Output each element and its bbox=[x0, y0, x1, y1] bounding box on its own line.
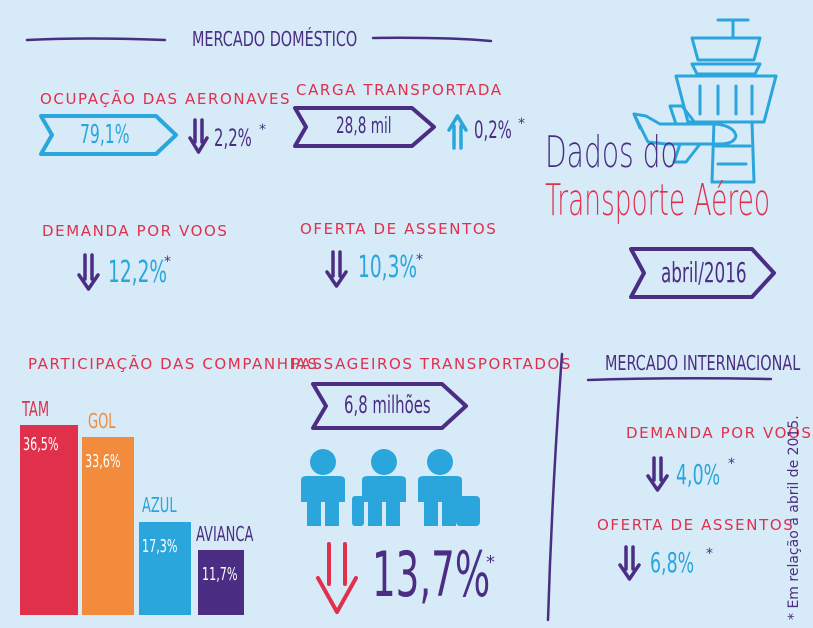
cargo-label: CARGA TRANSPORTADA bbox=[296, 81, 503, 99]
bar-name-tam: TAM bbox=[22, 397, 50, 421]
demand-label: DEMANDA POR VOOS bbox=[42, 222, 229, 240]
intl-demand-label: DEMANDA POR VOOS bbox=[626, 424, 813, 442]
bar-gol bbox=[82, 437, 134, 615]
seats-change: 10,3% bbox=[358, 250, 418, 285]
arrow-down-icon bbox=[316, 542, 358, 614]
intl-demand-change: 4,0% bbox=[676, 458, 721, 491]
section-divider bbox=[546, 352, 564, 622]
intl-seats-asterisk: * bbox=[706, 546, 713, 562]
arrow-down-icon bbox=[646, 456, 669, 492]
bar-name-gol: GOL bbox=[88, 409, 116, 433]
passengers-asterisk: * bbox=[486, 552, 495, 573]
international-title-line bbox=[586, 376, 773, 382]
bar-name-azul: AZUL bbox=[142, 493, 177, 517]
domestic-title-lines bbox=[25, 36, 493, 43]
bar-value-azul: 17,3% bbox=[142, 536, 178, 557]
bar-value-tam: 36,5% bbox=[23, 434, 59, 455]
airplane-icon bbox=[632, 104, 738, 164]
cargo-value-tag bbox=[293, 106, 436, 148]
header-title-line2: Transporte Aéreo bbox=[545, 175, 771, 226]
intl-seats-label: OFERTA DE ASSENTOS bbox=[597, 516, 795, 534]
seats-asterisk: * bbox=[416, 252, 423, 268]
occupancy-value: 79,1% bbox=[80, 120, 130, 150]
passengers-value-tag bbox=[311, 382, 468, 430]
arrow-down-icon bbox=[77, 253, 100, 291]
demand-asterisk: * bbox=[164, 254, 171, 270]
arrow-down-icon bbox=[618, 545, 641, 581]
passenger-icon bbox=[301, 449, 345, 526]
domestic-title: MERCADO DOMÉSTICO bbox=[192, 27, 358, 51]
occupancy-label: OCUPAÇÃO DAS AERONAVES bbox=[40, 90, 292, 108]
international-title: MERCADO INTERNACIONAL bbox=[605, 351, 801, 375]
share-label: PARTICIPAÇÃO DAS COMPANHIAS bbox=[28, 355, 319, 373]
demand-change: 12,2% bbox=[108, 255, 168, 290]
period-tag bbox=[629, 247, 776, 299]
bar-avianca bbox=[198, 550, 244, 615]
occupancy-change: 2,2% bbox=[214, 124, 252, 152]
passengers-label: PASSAGEIROS TRANSPORTADOS bbox=[291, 355, 573, 373]
passengers-value: 6,8 milhões bbox=[344, 391, 431, 419]
bar-azul bbox=[139, 522, 191, 615]
bar-name-avianca: AVIANCA bbox=[196, 522, 254, 546]
footnote: * Em relação a abril de 2015. bbox=[786, 415, 802, 620]
passenger-icon bbox=[418, 449, 480, 526]
arrow-down-icon bbox=[188, 118, 209, 154]
passengers-change: 13,7% bbox=[372, 538, 491, 611]
arrow-down-icon bbox=[325, 250, 348, 288]
cargo-value: 28,8 mil bbox=[336, 114, 392, 139]
header-title-line1: Dados do bbox=[545, 127, 678, 178]
bar-value-avianca: 11,7% bbox=[202, 564, 238, 585]
cargo-asterisk: * bbox=[518, 116, 525, 132]
occupancy-asterisk: * bbox=[259, 122, 266, 138]
bar-value-gol: 33,6% bbox=[85, 451, 121, 472]
seats-label: OFERTA DE ASSENTOS bbox=[300, 220, 498, 238]
passenger-icon bbox=[352, 449, 406, 526]
occupancy-value-tag bbox=[39, 114, 178, 156]
period-value: abril/2016 bbox=[661, 256, 747, 289]
intl-seats-change: 6,8% bbox=[650, 546, 695, 579]
intl-demand-asterisk: * bbox=[728, 456, 735, 472]
cargo-change: 0,2% bbox=[474, 116, 512, 144]
bar-tam bbox=[20, 425, 78, 615]
arrow-up-icon bbox=[447, 114, 468, 150]
